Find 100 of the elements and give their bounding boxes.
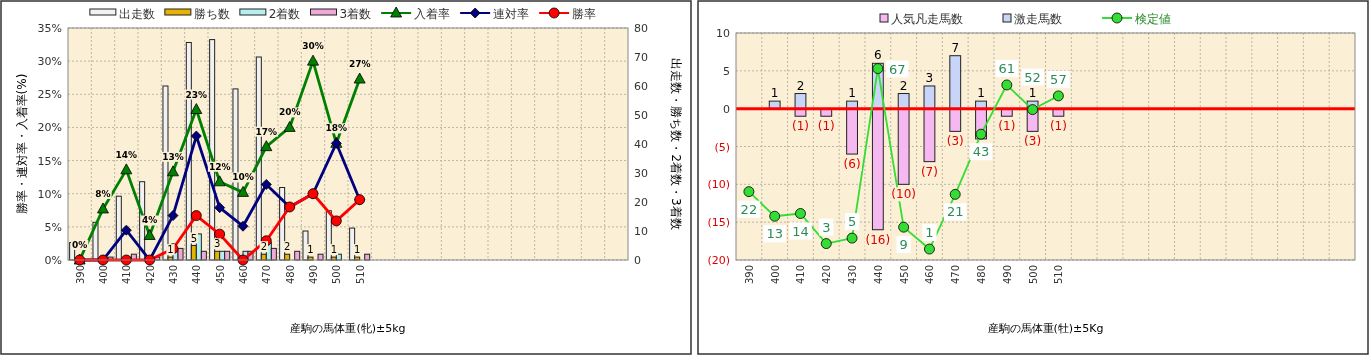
data-label: 2 [796, 78, 805, 93]
y2-tick-label: 70 [634, 51, 648, 64]
x-tick-label: 500 [331, 265, 343, 285]
x-tick-label: 490 [308, 265, 319, 285]
x-tick-label: 480 [284, 265, 296, 285]
legend-label: 激走馬数 [1014, 12, 1062, 26]
data-label: 7 [951, 40, 960, 55]
x-tick-label: 470 [261, 265, 273, 285]
data-label: (6) [843, 157, 861, 172]
x-tick-label: 510 [1053, 265, 1065, 285]
legend-label: 勝率 [572, 7, 597, 21]
x-axis-title: 産駒の馬体重(牝)±5kg [290, 322, 406, 335]
x-tick-label: 430 [168, 265, 179, 285]
data-label: 23% [185, 89, 208, 100]
data-label: 3 [822, 219, 831, 235]
y2-tick-label: 30 [634, 167, 648, 180]
y2-tick-label: 60 [634, 80, 648, 93]
x-tick-label: 440 [191, 265, 203, 285]
data-label: 22 [740, 201, 758, 217]
data-label: 21 [946, 204, 964, 220]
x-tick-label: 500 [1027, 265, 1039, 285]
data-label: 67 [888, 61, 906, 77]
legend-label: 検定値 [1135, 12, 1171, 26]
y2-axis-title: 出走数・勝ち数・2着数・3着数 [669, 58, 683, 230]
legend-label: 入着率 [414, 7, 451, 21]
x-tick-label: 390 [743, 265, 755, 285]
x-tick-label: 440 [872, 265, 884, 285]
data-label: 57 [1050, 71, 1067, 87]
legend-label: 3着数 [339, 7, 372, 21]
x-tick-label: 460 [238, 265, 249, 285]
data-label: (1) [998, 119, 1016, 134]
y-axis-title: 勝率・連対率・入着率(%) [15, 73, 29, 215]
x-tick-label: 450 [214, 265, 226, 285]
y2-tick-label: 10 [634, 225, 648, 238]
data-label: 1 [307, 244, 314, 256]
x-tick-label: 420 [144, 265, 156, 285]
x-tick-label: 390 [74, 265, 86, 285]
data-label: (3) [1024, 134, 1042, 149]
data-label: 6 [874, 48, 882, 63]
data-label: 61 [998, 60, 1016, 76]
legend-label: 2着数 [268, 7, 301, 21]
data-label: 1 [1028, 86, 1037, 101]
y-tick-label: 0 [723, 102, 730, 116]
data-label: 1 [167, 244, 174, 256]
data-label: 3 [213, 238, 221, 250]
y-tick-label: 35% [37, 22, 62, 35]
y-tick-label: 10 [716, 27, 730, 40]
data-label: (3) [946, 134, 964, 149]
x-tick-label: 450 [898, 265, 910, 285]
x-tick-label: 420 [821, 265, 833, 285]
data-label: 43 [972, 144, 990, 160]
x-tick-label: 410 [121, 265, 133, 285]
data-label: (1) [1049, 119, 1067, 134]
y-tick-label: 10% [37, 187, 62, 201]
y2-tick-label: 40 [634, 138, 648, 151]
data-label: 14% [115, 149, 138, 160]
y-tick-label: 5% [44, 220, 62, 234]
x-tick-label: 490 [1001, 265, 1013, 285]
legend-label: 勝ち数 [193, 7, 230, 21]
data-label: 1 [977, 86, 985, 101]
x-tick-label: 510 [354, 265, 366, 285]
x-tick-label: 480 [976, 265, 988, 285]
data-label: 18% [325, 123, 348, 134]
data-label: 2 [899, 78, 908, 93]
data-label: 4% [142, 215, 158, 226]
y-tick-label: 0% [44, 254, 62, 267]
data-label: 2 [260, 241, 268, 253]
data-label: (10) [891, 187, 916, 202]
y-tick-label: (15) [707, 216, 730, 230]
data-label: 17% [255, 126, 278, 137]
legend-label: 人気凡走馬数 [891, 12, 963, 26]
data-label: 20% [278, 107, 301, 118]
data-label: (1) [791, 119, 809, 134]
x-tick-label: 460 [924, 265, 936, 285]
data-label: 14 [792, 223, 809, 239]
x-axis-title: 産駒の馬体重(牡)±5Kg [987, 322, 1104, 335]
data-label: 52 [1024, 69, 1041, 85]
y-tick-label: 5 [723, 64, 730, 78]
data-label: (16) [865, 232, 891, 247]
y-tick-label: 25% [37, 88, 62, 102]
y-tick-label: (20) [707, 254, 730, 267]
x-tick-label: 400 [769, 265, 781, 285]
data-label: 27% [348, 59, 371, 70]
data-label: 8% [95, 188, 111, 199]
data-label: 1 [330, 244, 338, 256]
data-label: 13% [162, 151, 184, 162]
data-label: 2 [283, 241, 291, 253]
x-tick-label: 430 [847, 265, 859, 285]
data-label: (1) [817, 119, 835, 134]
data-label: 5 [190, 232, 198, 244]
legend-label: 連対率 [493, 7, 530, 21]
legend-label: 出走数 [118, 7, 155, 21]
data-label: 1 [770, 86, 779, 101]
x-tick-label: 400 [98, 265, 109, 285]
data-label: 0% [72, 240, 88, 250]
y2-tick-label: 50 [634, 109, 648, 122]
x-tick-label: 470 [950, 265, 962, 285]
data-label: 1 [848, 86, 856, 101]
x-tick-label: 410 [795, 265, 807, 285]
y2-tick-label: 20 [634, 196, 648, 209]
